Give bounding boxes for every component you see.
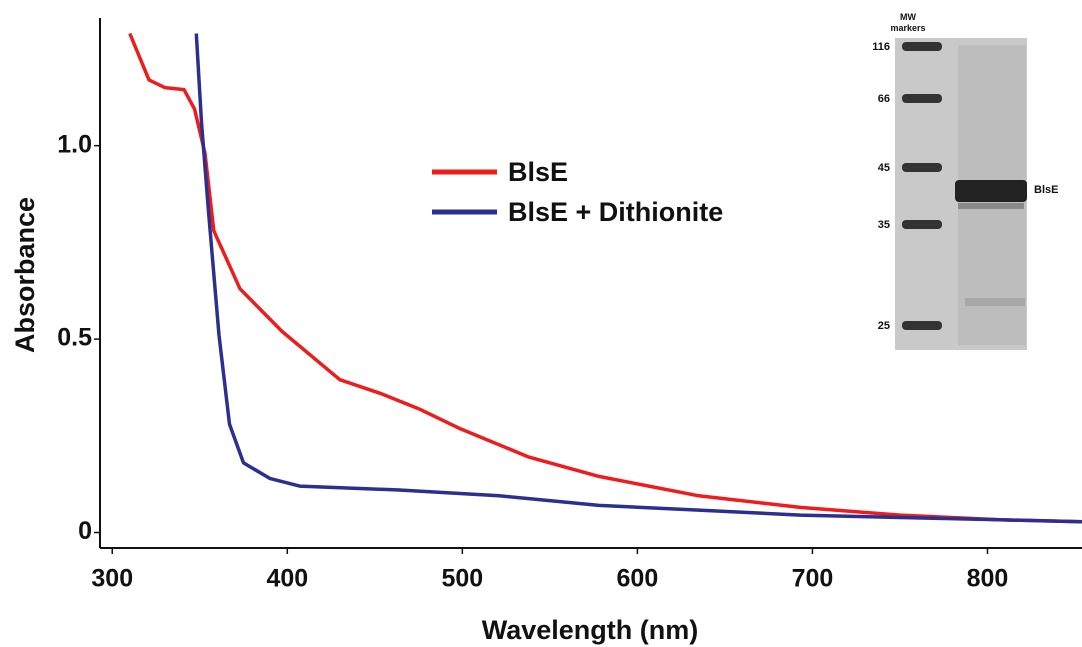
chart: Wavelength (nm) Absorbance MWmarkers116 6… xyxy=(0,0,1082,647)
x-tick-label: 800 xyxy=(967,565,1009,593)
marker-label: 45 xyxy=(878,162,890,174)
marker-band xyxy=(902,94,942,103)
gel-band xyxy=(958,203,1024,209)
legend-label: BlsE + Dithionite xyxy=(508,197,723,227)
marker-label: 66 xyxy=(878,93,890,105)
legend-label: BlsE xyxy=(508,157,568,187)
x-tick-label: 600 xyxy=(617,565,659,593)
marker-band xyxy=(902,42,942,51)
x-tick-label: 500 xyxy=(441,565,483,593)
y-tick-label: 1.0 xyxy=(57,130,92,158)
x-axis-title: Wavelength (nm) xyxy=(482,615,699,645)
gel-band xyxy=(965,298,1025,306)
gel-title-line: MW xyxy=(900,12,916,22)
y-axis-title: Absorbance xyxy=(10,197,40,353)
marker-band xyxy=(902,163,942,172)
marker-band xyxy=(902,220,942,229)
y-tick-label: 0 xyxy=(78,517,92,545)
marker-label: 116 xyxy=(872,41,890,53)
y-tick-label: 0.5 xyxy=(57,324,92,352)
x-tick-label: 700 xyxy=(792,565,834,593)
gel-band xyxy=(955,180,1027,202)
gel-title-line: markers xyxy=(890,23,925,33)
marker-label: 25 xyxy=(878,320,890,332)
marker-label: 35 xyxy=(878,219,890,231)
x-tick-label: 300 xyxy=(91,565,133,593)
x-tick-label: 400 xyxy=(266,565,308,593)
marker-band xyxy=(902,321,942,330)
band-label: BlsE xyxy=(1034,184,1058,196)
